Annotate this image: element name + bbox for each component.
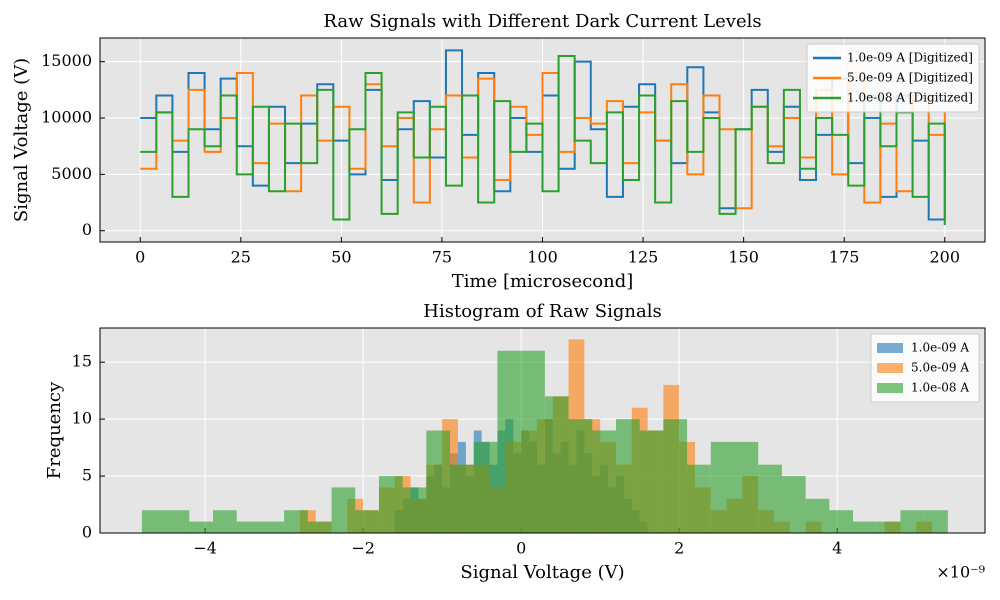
hist-bar bbox=[592, 430, 616, 533]
hist-bar bbox=[900, 510, 925, 533]
hist-bar bbox=[189, 521, 213, 533]
x-axis-label: Time [microsecond] bbox=[452, 271, 634, 292]
hist-bar bbox=[141, 510, 166, 533]
hist-bar bbox=[544, 396, 569, 533]
y-tick-label: 5000 bbox=[51, 164, 92, 183]
hist-bar bbox=[378, 476, 403, 533]
hist-bar bbox=[853, 521, 877, 533]
hist-bar bbox=[734, 441, 759, 533]
x-tick-label: −4 bbox=[193, 539, 217, 558]
legend-label: 1.0e-08 A bbox=[911, 381, 969, 395]
legend-swatch bbox=[877, 383, 903, 393]
x-tick-label: 125 bbox=[628, 248, 659, 267]
hist-bar bbox=[212, 510, 237, 533]
x-tick-label: 50 bbox=[331, 248, 351, 267]
offset-text: ×10⁻⁹ bbox=[936, 563, 985, 582]
marks bbox=[141, 339, 948, 533]
x-tick-label: 25 bbox=[231, 248, 251, 267]
y-tick-label: 0 bbox=[82, 220, 92, 239]
hist-bar bbox=[758, 464, 782, 533]
y-tick-label: 0 bbox=[82, 523, 92, 542]
x-tick-label: 100 bbox=[527, 248, 558, 267]
legend-label: 5.0e-09 A [Digitized] bbox=[847, 71, 973, 85]
chart-title: Raw Signals with Different Dark Current … bbox=[323, 11, 761, 32]
marks bbox=[140, 49, 946, 226]
hist-bar bbox=[615, 419, 640, 533]
hist-bar bbox=[355, 510, 379, 533]
x-tick-label: 175 bbox=[829, 248, 860, 267]
hist-bar bbox=[402, 487, 427, 533]
x-tick-label: 2 bbox=[674, 539, 684, 558]
axes-frame bbox=[99, 37, 986, 243]
legend-swatch bbox=[877, 343, 903, 353]
hist-bar bbox=[663, 419, 688, 533]
y-tick-label: 10 bbox=[72, 409, 92, 428]
hist-bar bbox=[639, 430, 664, 533]
hist-bar bbox=[473, 441, 498, 533]
hist-bar bbox=[284, 510, 308, 533]
hist-bar bbox=[687, 464, 711, 533]
legend-swatch bbox=[877, 363, 903, 373]
axes-frame bbox=[99, 327, 986, 534]
hist-bar bbox=[165, 510, 190, 533]
y-tick-label: 15000 bbox=[41, 51, 92, 70]
legend-label: 1.0e-08 A [Digitized] bbox=[847, 91, 973, 105]
x-tick-label: 4 bbox=[832, 539, 842, 558]
hist-bar bbox=[331, 487, 356, 533]
chart-title: Histogram of Raw Signals bbox=[423, 301, 661, 322]
legend-label: 5.0e-09 A bbox=[911, 361, 969, 375]
x-tick-label: 150 bbox=[728, 248, 759, 267]
legend-box bbox=[806, 43, 980, 113]
y-axis-label: Frequency bbox=[44, 381, 65, 479]
hist-bar bbox=[521, 350, 545, 533]
x-tick-label: 0 bbox=[516, 539, 526, 558]
x-tick-label: −2 bbox=[351, 539, 375, 558]
x-tick-label: 0 bbox=[135, 248, 145, 267]
series-line bbox=[140, 55, 946, 226]
y-axis-label: Signal Voltage (V) bbox=[11, 58, 32, 222]
hist-bar bbox=[805, 498, 830, 533]
hist-bar bbox=[426, 430, 451, 533]
hist-bar bbox=[450, 464, 474, 533]
hist-bar bbox=[307, 521, 332, 533]
hist-bar bbox=[829, 510, 854, 533]
hist-bar bbox=[781, 476, 806, 533]
hist-bar bbox=[497, 350, 522, 533]
hist-bar bbox=[924, 510, 948, 533]
legend-label: 1.0e-09 A [Digitized] bbox=[847, 51, 973, 65]
hist-bar bbox=[568, 419, 593, 533]
y-tick-label: 15 bbox=[72, 352, 92, 371]
hist-bar bbox=[236, 521, 261, 533]
hist-bar bbox=[710, 441, 735, 533]
y-tick-label: 5 bbox=[82, 466, 92, 485]
x-tick-label: 200 bbox=[929, 248, 960, 267]
y-tick-label: 10000 bbox=[41, 108, 92, 127]
hist-bar bbox=[260, 521, 285, 533]
hist-bar bbox=[876, 521, 901, 533]
x-tick-label: 75 bbox=[432, 248, 452, 267]
x-axis-label: Signal Voltage (V) bbox=[460, 562, 624, 583]
legend-label: 1.0e-09 A bbox=[911, 341, 969, 355]
